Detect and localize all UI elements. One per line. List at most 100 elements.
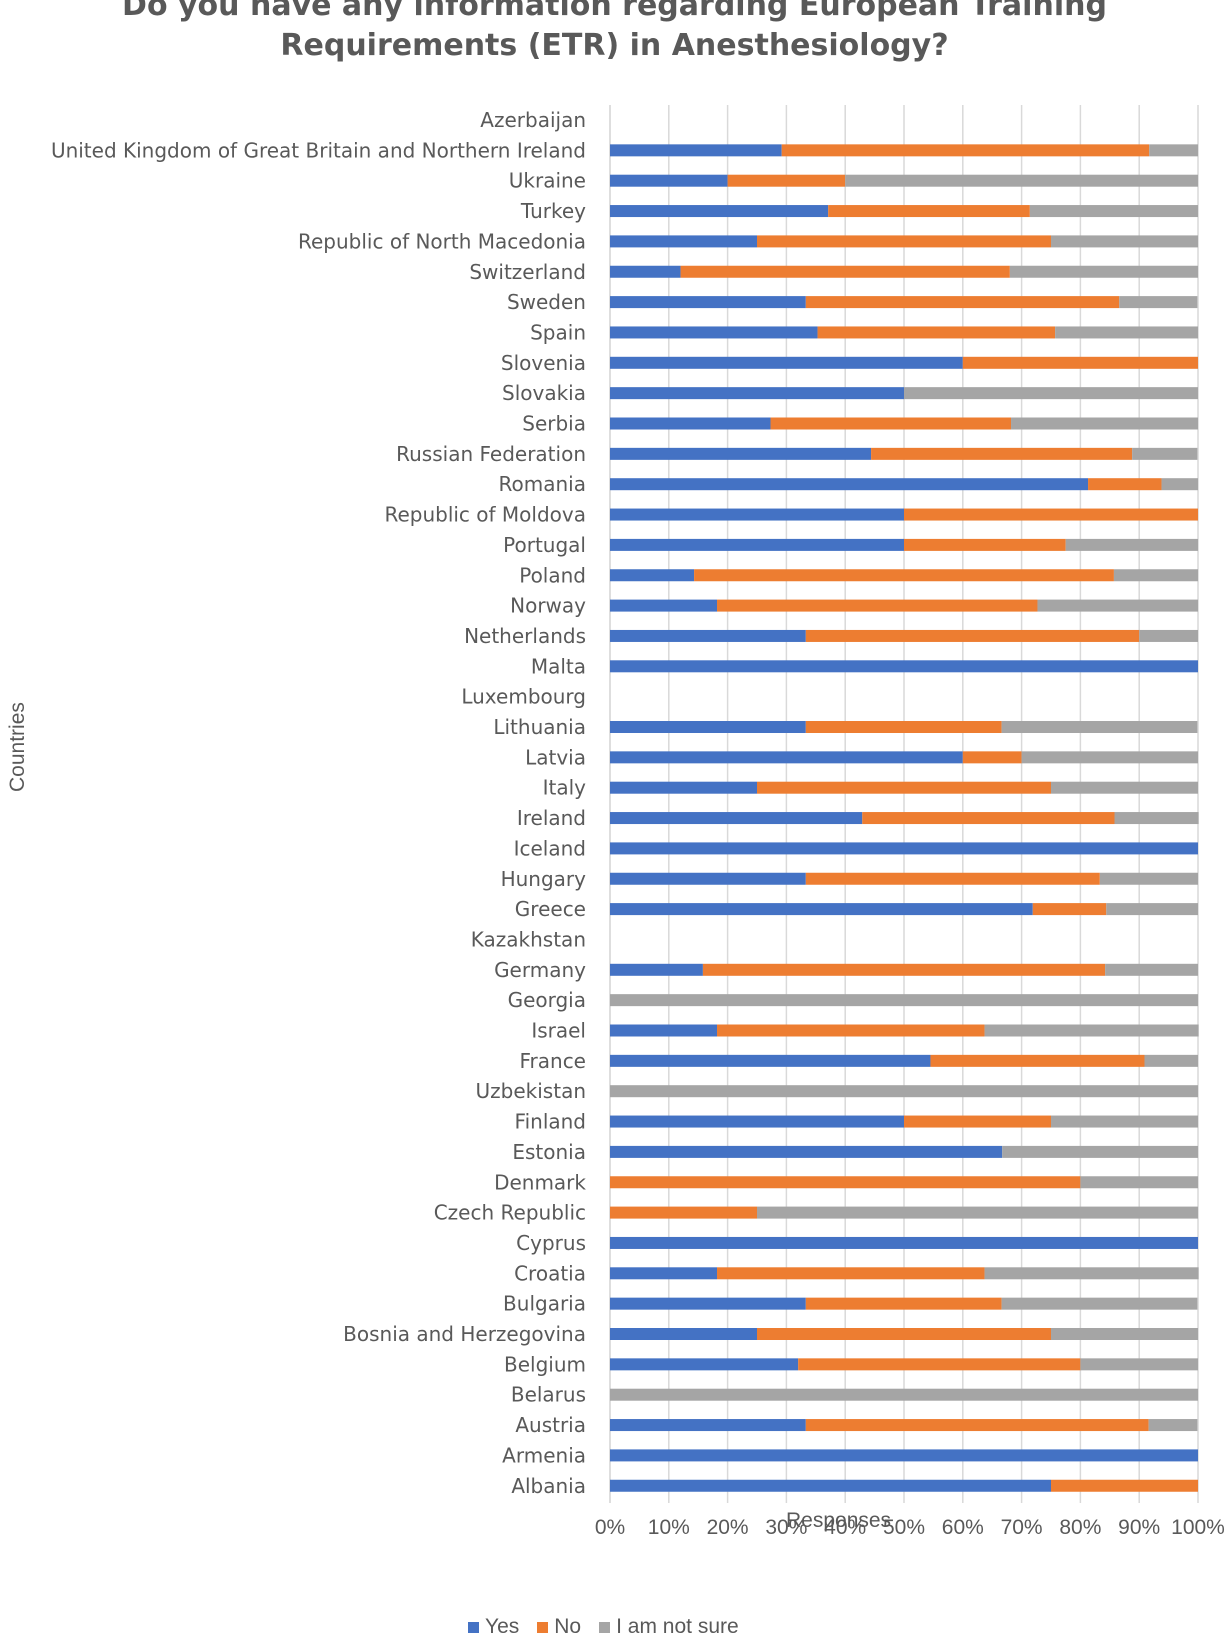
bars (610, 144, 1199, 1492)
bar-spain-i-am-not-sure (1055, 326, 1198, 339)
legend-label-no: No (554, 1615, 582, 1638)
bar-ireland-yes (610, 812, 863, 825)
x-tick-labels: 0% 10% 20% 30% 40% 50% 60% 70% 80% 90% 100% (595, 1516, 1225, 1539)
y-tick-label-ireland: Ireland (517, 806, 586, 830)
y-tick-label-portugal: Portugal (503, 533, 586, 557)
x-tick-label: 80% (1059, 1516, 1101, 1539)
bar-bosnia-and-herzegovina-no (757, 1328, 1051, 1340)
y-tick-label-iceland: Iceland (514, 836, 586, 860)
bar-italy-i-am-not-sure (1051, 781, 1198, 794)
bar-poland-no (694, 569, 1114, 582)
y-tick-label-russian-federation: Russian Federation (396, 442, 586, 466)
bar-belgium-yes (610, 1358, 799, 1371)
bar-sweden-i-am-not-sure (1119, 296, 1198, 309)
y-tick-label-israel: Israel (531, 1019, 586, 1043)
bar-switzerland-yes (610, 265, 681, 278)
bar-croatia-yes (610, 1267, 718, 1280)
legend-swatch-no (537, 1621, 549, 1633)
bar-finland-no (904, 1115, 1051, 1128)
bar-finland-yes (610, 1115, 904, 1128)
bar-ukraine-no (727, 174, 846, 187)
legend: Yes No I am not sure (468, 1615, 739, 1639)
bar-iceland-yes (610, 842, 1198, 855)
gridlines (609, 105, 1199, 1503)
bar-denmark-i-am-not-sure (1080, 1176, 1198, 1189)
bar-republic-of-north-macedonia-i-am-not-sure (1051, 235, 1198, 248)
bar-italy-yes (610, 781, 757, 794)
bar-portugal-yes (610, 538, 904, 551)
bar-slovenia-yes (610, 356, 963, 369)
bar-turkey-yes (610, 205, 829, 218)
bar-romania-yes (610, 478, 1089, 491)
y-tick-label-belgium: Belgium (504, 1352, 586, 1376)
bar-united-kingdom-of-great-britain-and-northern-ireland-yes (610, 144, 782, 157)
chart-title-line-2: Requirements (ETR) in Anesthesiology? (280, 28, 949, 63)
bar-sweden-yes (610, 296, 806, 309)
bar-ireland-i-am-not-sure (1114, 812, 1199, 825)
y-tick-label-slovenia: Slovenia (501, 351, 586, 375)
bar-germany-i-am-not-sure (1105, 963, 1198, 976)
bar-slovakia-i-am-not-sure (904, 387, 1198, 400)
x-tick-label: 10% (648, 1516, 690, 1539)
bar-republic-of-north-macedonia-yes (610, 235, 757, 248)
y-tick-label-latvia: Latvia (525, 745, 586, 769)
bar-ireland-no (862, 812, 1115, 825)
bar-france-i-am-not-sure (1144, 1054, 1198, 1067)
bar-netherlands-yes (610, 629, 806, 642)
y-tick-label-georgia: Georgia (508, 988, 586, 1012)
x-tick-label: 90% (1118, 1516, 1160, 1539)
x-axis-title: Responses (786, 1509, 892, 1532)
y-tick-label-luxembourg: Luxembourg (461, 685, 586, 709)
chart-title: Do you have any information regarding Eu… (0, 0, 1229, 66)
y-tick-label-ukraine: Ukraine (509, 169, 586, 193)
bar-turkey-no (828, 205, 1030, 218)
bar-netherlands-no (805, 629, 1140, 642)
bar-republic-of-moldova-yes (610, 508, 904, 521)
bar-belgium-i-am-not-sure (1080, 1358, 1198, 1371)
bar-hungary-i-am-not-sure (1099, 872, 1198, 885)
bar-sweden-no (805, 296, 1120, 309)
x-tick-label: 70% (1001, 1516, 1043, 1539)
bar-germany-no (702, 963, 1106, 976)
bar-latvia-no (962, 751, 1022, 764)
bar-czech-republic-i-am-not-sure (757, 1206, 1198, 1219)
legend-swatch-yes (468, 1621, 479, 1633)
legend-item-yes: Yes (468, 1615, 519, 1639)
bar-hungary-no (805, 872, 1100, 885)
bar-israel-yes (610, 1024, 718, 1037)
bar-armenia-yes (610, 1449, 1198, 1462)
legend-swatch-not-sure (599, 1621, 611, 1633)
bar-malta-yes (610, 660, 1198, 673)
bar-austria-yes (610, 1419, 806, 1432)
y-tick-label-turkey: Turkey (520, 199, 586, 223)
y-tick-label-lithuania: Lithuania (493, 715, 586, 739)
bar-portugal-no (904, 538, 1066, 551)
y-tick-label-romania: Romania (499, 472, 586, 496)
y-tick-label-bosnia-and-herzegovina: Bosnia and Herzegovina (343, 1322, 586, 1346)
y-tick-label-bulgaria: Bulgaria (503, 1292, 586, 1316)
legend-label-yes: Yes (485, 1615, 520, 1638)
x-tick-label: 50% (883, 1516, 925, 1539)
y-tick-label-republic-of-north-macedonia: Republic of North Macedonia (298, 229, 586, 253)
y-tick-label-norway: Norway (510, 594, 586, 618)
bar-france-no (930, 1054, 1145, 1067)
bar-russian-federation-yes (610, 447, 872, 460)
bar-czech-republic-no (610, 1206, 757, 1219)
y-tick-label-uzbekistan: Uzbekistan (476, 1079, 586, 1103)
y-tick-label-finland: Finland (515, 1110, 586, 1134)
bar-slovenia-no (962, 356, 1198, 369)
bar-lithuania-i-am-not-sure (1001, 721, 1198, 733)
bar-greece-yes (610, 903, 1033, 916)
bar-italy-no (757, 781, 1051, 794)
bar-portugal-i-am-not-sure (1065, 538, 1198, 551)
bar-albania-yes (610, 1479, 1051, 1492)
y-tick-labels: Azerbaijan United Kingdom of Great Britai… (51, 108, 586, 1498)
bar-austria-no (805, 1419, 1149, 1432)
bar-norway-no (717, 599, 1038, 612)
bar-finland-i-am-not-sure (1051, 1115, 1198, 1128)
y-tick-label-switzerland: Switzerland (469, 260, 586, 284)
bar-serbia-yes (610, 417, 771, 430)
bar-uzbekistan-i-am-not-sure (610, 1085, 1198, 1098)
bar-greece-no (1032, 903, 1107, 916)
bar-croatia-no (717, 1267, 985, 1280)
